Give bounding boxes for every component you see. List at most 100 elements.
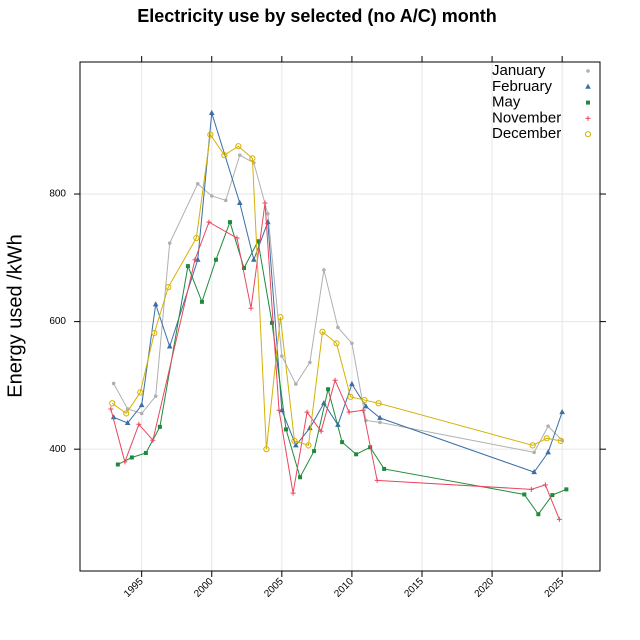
point	[167, 241, 172, 245]
point	[322, 268, 326, 272]
point	[206, 219, 212, 225]
y-tick-label: 800	[49, 189, 66, 200]
point	[157, 424, 162, 429]
point	[277, 314, 284, 321]
legend-marker	[586, 69, 590, 73]
point	[528, 486, 534, 492]
point	[123, 410, 130, 417]
point	[249, 155, 256, 162]
point	[304, 409, 310, 415]
y-tick-label: 400	[49, 444, 66, 455]
point	[166, 343, 173, 349]
point	[529, 442, 536, 449]
series-line	[117, 220, 567, 516]
legend-marker	[586, 100, 590, 105]
x-tick-label: 2020	[473, 576, 497, 600]
point	[280, 354, 284, 358]
point	[377, 414, 383, 420]
point	[150, 437, 156, 443]
x-tick-label: 2025	[543, 576, 567, 600]
point	[307, 424, 313, 431]
point	[193, 234, 200, 242]
point	[374, 477, 380, 483]
point	[207, 131, 214, 138]
point	[213, 257, 218, 262]
point	[192, 257, 198, 263]
point	[318, 428, 324, 434]
point	[108, 406, 114, 412]
y-tick-label: 600	[49, 316, 66, 327]
point	[378, 420, 382, 425]
series-line	[110, 202, 560, 520]
point	[564, 487, 569, 492]
point	[194, 256, 201, 262]
point	[346, 409, 352, 415]
point	[293, 442, 299, 448]
point	[263, 446, 270, 453]
x-tick-label: 2010	[332, 576, 356, 600]
point	[319, 328, 326, 335]
point	[545, 449, 551, 455]
chart-title: Electricity use by selected (no A/C) mon…	[137, 6, 496, 26]
x-tick-label: 2015	[402, 576, 426, 600]
point	[223, 198, 228, 203]
point	[151, 329, 158, 337]
point	[557, 437, 564, 444]
point	[111, 381, 116, 386]
point	[262, 200, 268, 206]
point	[336, 325, 340, 330]
point	[340, 440, 345, 445]
point	[363, 403, 369, 409]
point	[522, 492, 527, 497]
point	[136, 421, 142, 427]
point	[350, 341, 354, 346]
point	[550, 493, 555, 498]
point	[235, 143, 242, 150]
point	[312, 449, 317, 454]
legend-label: December	[492, 125, 561, 142]
point	[266, 212, 270, 216]
point	[256, 239, 261, 244]
point	[124, 419, 131, 426]
point	[347, 393, 354, 400]
series-line	[113, 112, 563, 473]
point	[234, 235, 240, 241]
point	[251, 256, 257, 262]
point	[294, 382, 298, 386]
legend-label: February	[492, 78, 553, 95]
point	[241, 266, 246, 271]
x-tick-label: 2005	[262, 576, 286, 600]
legend-marker	[585, 83, 591, 89]
point	[165, 284, 172, 291]
legend-label: November	[492, 109, 561, 126]
point	[361, 396, 368, 404]
point	[153, 394, 158, 399]
point	[110, 414, 117, 420]
point	[221, 152, 228, 159]
point	[291, 437, 298, 444]
point	[227, 220, 232, 225]
point	[556, 516, 562, 522]
point	[326, 387, 331, 392]
plot-frame	[79, 61, 601, 572]
point	[208, 109, 215, 116]
x-tick-label: 2000	[192, 576, 216, 600]
point	[139, 411, 144, 416]
point	[195, 182, 200, 186]
point	[536, 512, 541, 517]
point	[209, 194, 214, 198]
point	[332, 377, 338, 383]
point	[308, 360, 312, 365]
legend-marker	[584, 131, 592, 138]
point	[248, 305, 254, 311]
point	[284, 427, 289, 432]
point	[199, 299, 204, 304]
y-axis-label: Energy used /kWh	[4, 234, 26, 397]
point	[185, 264, 190, 269]
point	[546, 424, 550, 429]
point	[290, 490, 296, 496]
point	[237, 153, 242, 157]
point	[321, 400, 327, 406]
point	[236, 199, 243, 205]
